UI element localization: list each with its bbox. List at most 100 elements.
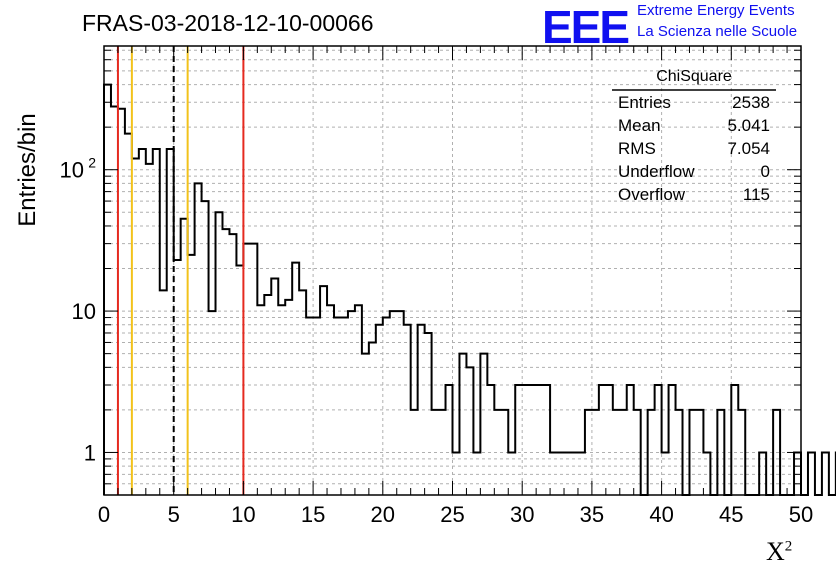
x-tick-label: 50 (789, 502, 813, 527)
histogram-bin (313, 318, 320, 495)
logo-text-line2: La Scienza nelle Scuole (637, 23, 798, 40)
x-tick-label: 30 (510, 502, 534, 527)
histogram-bin (257, 305, 264, 495)
stats-row-underflow: Underflow 0 (618, 162, 770, 181)
histogram-bin (453, 452, 460, 495)
histogram-bin (383, 318, 390, 495)
y-axis-label: Entries/bin (14, 113, 41, 227)
histogram-bin (167, 149, 174, 495)
x-tick-label: 0 (98, 502, 110, 527)
histogram-bin (634, 410, 641, 495)
histogram-bin (285, 300, 292, 495)
x-tick-label: 25 (440, 502, 464, 527)
histogram-bin (111, 106, 118, 495)
histogram-bin (550, 452, 557, 495)
histogram-bin (299, 290, 306, 495)
histogram-bin (536, 385, 543, 495)
stats-box-title: ChiSquare (656, 68, 732, 85)
histogram-bin (306, 318, 313, 495)
histogram-bin (292, 263, 299, 495)
histogram-bin (181, 219, 188, 495)
histogram-bin (132, 159, 139, 495)
x-tick-label: 45 (719, 502, 743, 527)
histogram-bin (104, 85, 111, 495)
histogram-bin (348, 311, 355, 495)
histogram-bin (662, 452, 669, 495)
histogram-bin (425, 333, 432, 495)
histogram-bin (146, 164, 153, 495)
histogram-bin (139, 149, 146, 495)
histogram-bin (606, 385, 613, 495)
histogram-bin (362, 354, 369, 495)
histogram-bin (195, 183, 202, 495)
histogram-bin (446, 385, 453, 495)
histogram-bin (369, 342, 376, 495)
y-tick-label: 1 (84, 440, 96, 465)
histogram-bin (473, 452, 480, 495)
histogram-bin (334, 318, 341, 495)
histogram-bins (103, 83, 836, 496)
eee-logo: EEE (542, 1, 630, 53)
histogram-bin (717, 410, 724, 495)
histogram-bin (411, 410, 418, 495)
histogram-bin (738, 410, 745, 495)
histogram-bin (466, 367, 473, 495)
histogram-bin (648, 410, 655, 495)
histogram-bin (599, 385, 606, 495)
x-tick-label: 15 (301, 502, 325, 527)
histogram-bin (236, 266, 243, 495)
histogram-bin (508, 452, 515, 495)
histogram-bin (808, 452, 815, 495)
histogram-bin (480, 354, 487, 495)
histogram-bin (202, 201, 209, 495)
histogram-bin (557, 452, 564, 495)
histogram-bin (494, 410, 501, 495)
histogram-bin (773, 410, 780, 495)
histogram-bin (592, 410, 599, 495)
histogram-bin (229, 234, 236, 495)
histogram-bin (264, 295, 271, 495)
histogram-bin (627, 385, 634, 495)
histogram-bin (759, 452, 766, 495)
histogram-bin (655, 385, 662, 495)
histogram-bin (390, 311, 397, 495)
histogram-bin (397, 311, 404, 495)
histogram-bin (822, 452, 829, 495)
histogram-bin (216, 212, 223, 495)
histogram-bin (669, 385, 676, 495)
logo-text-line1: Extreme Energy Events (637, 2, 795, 19)
histogram-bin (696, 410, 703, 495)
histogram-bin (676, 410, 683, 495)
stats-row-rms: RMS 7.054 (618, 139, 770, 158)
x-tick-label: 40 (649, 502, 673, 527)
stats-row-mean: Mean 5.041 (618, 116, 770, 135)
histogram-bin (250, 244, 257, 495)
histogram-bin (278, 305, 285, 495)
histogram-bin (341, 318, 348, 495)
histogram-bin (376, 325, 383, 495)
x-tick-label: 10 (231, 502, 255, 527)
stats-row-entries: Entries 2538 (618, 93, 770, 112)
histogram-bin (160, 290, 167, 495)
histogram-bin (222, 229, 229, 495)
histogram-bin (355, 305, 362, 495)
histogram-bin (689, 410, 696, 495)
y-tick-label: 10 (72, 299, 96, 324)
y-tick-label-exponent: 2 (88, 155, 96, 171)
histogram-bin (543, 385, 550, 495)
x-tick-label: 35 (580, 502, 604, 527)
histogram-bin (209, 311, 216, 495)
histogram-bin (188, 255, 195, 495)
histogram-bin (404, 325, 411, 495)
histogram-bin (327, 305, 334, 495)
x-axis-label: X2 (766, 537, 793, 566)
histogram-bin (703, 452, 710, 495)
histogram-bin (571, 452, 578, 495)
histogram-bin (578, 452, 585, 495)
histogram-bin (459, 354, 466, 495)
x-tick-label: 5 (168, 502, 180, 527)
histogram-bin (529, 385, 536, 495)
histogram-bin (620, 410, 627, 495)
histogram-bin (439, 410, 446, 495)
